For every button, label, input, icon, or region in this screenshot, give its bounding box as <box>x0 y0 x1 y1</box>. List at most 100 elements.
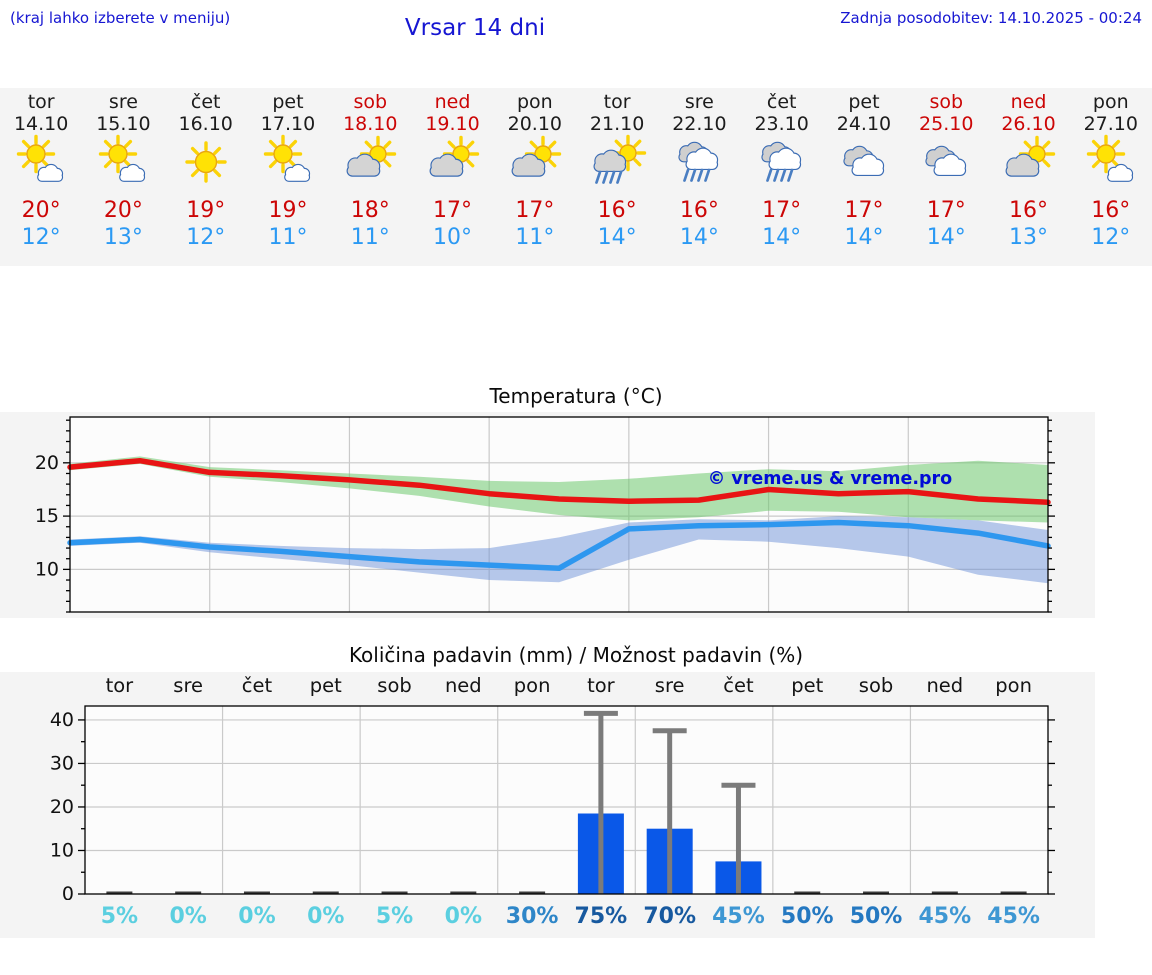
low-temp-label: 14° <box>844 225 884 250</box>
precip-probability-label: 0% <box>307 904 345 929</box>
watermark-text: © vreme.us & vreme.pro <box>708 469 952 489</box>
high-temp-label: 17° <box>844 198 884 223</box>
temperature-chart-title: Temperatura (°C) <box>489 384 663 408</box>
precip-probability-label: 75% <box>574 904 628 929</box>
high-temp-label: 17° <box>926 198 966 223</box>
day-name-label: sob <box>353 91 388 113</box>
precip-probability-label: 50% <box>849 904 903 929</box>
high-temp-label: 18° <box>350 198 390 223</box>
day-name-label: čet <box>190 91 221 113</box>
precip-day-label: pet <box>309 674 342 697</box>
forecast-day: pet 17.10 19° 11° <box>247 88 329 266</box>
day-date-label: 19.10 <box>425 113 480 135</box>
svg-text:20: 20 <box>35 452 59 474</box>
weather-icon-cloud-sun <box>346 135 397 177</box>
high-temp-label: 16° <box>679 198 719 223</box>
precip-day-label: sob <box>377 674 412 697</box>
precip-probability-label: 5% <box>100 904 139 929</box>
weather-icon-cloud-sun <box>1005 135 1055 177</box>
low-temp-label: 14° <box>597 225 637 250</box>
low-temp-label: 11° <box>268 225 308 250</box>
day-date-label: 15.10 <box>96 113 151 135</box>
precip-probability-label: 0% <box>169 904 207 929</box>
forecast-day: ned 26.10 16° 13° <box>987 88 1069 266</box>
high-temp-label: 17° <box>762 198 802 223</box>
precip-probability-label: 45% <box>987 904 1040 929</box>
svg-text:40: 40 <box>50 709 74 731</box>
weather-icon-cloudy <box>843 145 885 177</box>
precip-day-label: sre <box>654 674 685 697</box>
weather-icon-sun-rain <box>593 134 647 184</box>
high-temp-label: 20° <box>21 198 61 223</box>
forecast-day: čet 16.10 19° 12° <box>165 88 247 266</box>
low-temp-label: 12° <box>21 225 61 250</box>
precip-day-label: ned <box>926 674 964 697</box>
temperature-chart-section: 10 15 20 © vreme.us & vreme.pro <box>0 412 1095 618</box>
precip-probability-label: 30% <box>505 904 559 929</box>
day-date-label: 17.10 <box>260 113 316 135</box>
day-name-label: tor <box>603 91 631 113</box>
svg-text:20: 20 <box>50 796 74 818</box>
high-temp-label: 20° <box>103 198 143 223</box>
precip-day-label: sre <box>173 674 204 697</box>
low-temp-label: 13° <box>103 225 143 250</box>
day-name-label: ned <box>434 91 471 113</box>
high-temp-label: 16° <box>1091 198 1131 223</box>
low-temp-label: 11° <box>515 225 555 250</box>
precip-day-label: ned <box>444 674 482 697</box>
day-date-label: 14.10 <box>13 113 69 135</box>
day-date-label: 26.10 <box>1001 113 1056 135</box>
forecast-day: sob 25.10 17° 14° <box>905 88 987 266</box>
day-name-label: čet <box>766 91 797 113</box>
day-name-label: tor <box>27 91 55 113</box>
forecast-day: tor 21.10 16° 14° <box>576 88 658 266</box>
precip-day-label: sob <box>858 674 894 697</box>
high-temp-label: 16° <box>597 198 637 223</box>
precip-day-label: pon <box>995 674 1032 697</box>
weather-icon-sun-cloud <box>16 134 64 182</box>
weather-icon-rain <box>761 141 801 182</box>
weather-icon-cloud-sun <box>511 135 562 177</box>
high-temp-label: 19° <box>186 198 226 223</box>
precip-day-label: pon <box>513 674 551 697</box>
svg-text:15: 15 <box>35 505 59 527</box>
weather-icon-sun-cloud <box>99 134 146 182</box>
high-temp-label: 17° <box>515 198 555 223</box>
forecast-day: sre 15.10 20° 13° <box>82 88 164 266</box>
forecast-day: tor 14.10 20° 12° <box>0 88 82 266</box>
weather-icon-sun <box>185 141 227 183</box>
day-date-label: 24.10 <box>836 113 892 135</box>
precip-probability-label: 0% <box>238 904 276 929</box>
forecast-day: sob 18.10 18° 11° <box>329 88 411 266</box>
precipitation-chart-section: tor sre čet pet sob ned pon tor sre čet pet sob ned p… <box>0 672 1095 938</box>
page-title: Vrsar 14 dni <box>404 15 546 41</box>
precip-day-label: tor <box>587 674 615 697</box>
low-temp-label: 12° <box>186 225 226 250</box>
weather-icon-sun-cloud <box>263 134 311 182</box>
day-name-label: sre <box>684 91 714 113</box>
day-name-label: pon <box>516 91 553 113</box>
day-name-label: sre <box>108 91 138 113</box>
precipitation-chart-title: Količina padavin (mm) / Možnost padavin … <box>348 643 804 667</box>
precip-probability-label: 45% <box>712 904 765 929</box>
high-temp-label: 19° <box>268 198 308 223</box>
high-temp-label: 17° <box>433 198 473 223</box>
precip-probability-label: 70% <box>643 904 697 929</box>
day-name-label: ned <box>1010 91 1047 113</box>
temperature-chart: 10 15 20 © vreme.us & vreme.pro <box>35 416 1055 613</box>
low-temp-label: 14° <box>926 225 966 250</box>
last-updated: Zadnja posodobitev: 14.10.2025 - 00:24 <box>840 9 1142 27</box>
svg-text:0: 0 <box>62 883 74 900</box>
low-temp-label: 12° <box>1091 225 1131 250</box>
precip-probability-label: 50% <box>780 904 834 929</box>
day-date-label: 18.10 <box>343 113 398 135</box>
precip-probability-label: 45% <box>918 904 972 929</box>
low-temp-label: 10° <box>433 225 473 250</box>
weather-icon-sun-cloud <box>1086 134 1133 182</box>
forecast-day: pon 20.10 17° 11° <box>494 88 576 266</box>
weather-icon-cloudy <box>925 145 967 177</box>
forecast-day: sre 22.10 16° 14° <box>658 88 740 266</box>
location-hint: (kraj lahko izberete v meniju) <box>10 9 231 27</box>
svg-text:10: 10 <box>35 558 59 580</box>
